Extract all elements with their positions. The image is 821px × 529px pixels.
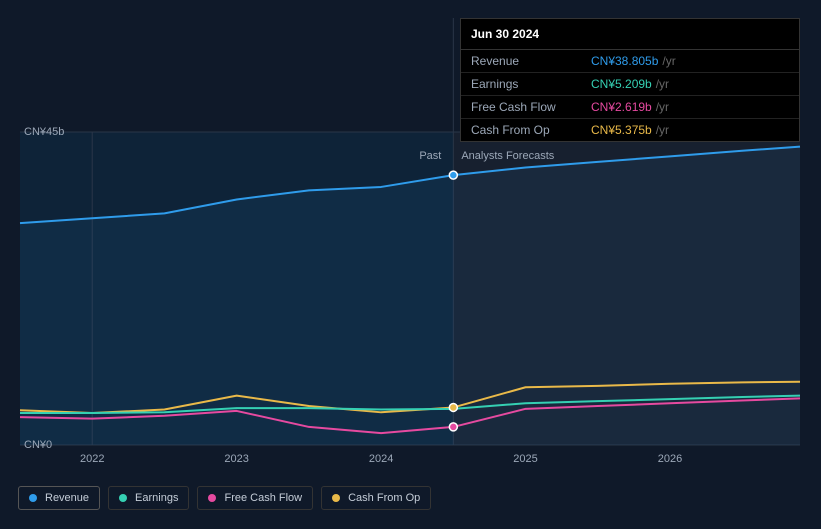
legend-item-label: Cash From Op (348, 492, 420, 504)
legend-dot-icon (208, 494, 216, 502)
legend: Revenue Earnings Free Cash Flow Cash From O… (18, 486, 431, 510)
x-tick-label: 2024 (369, 453, 393, 465)
legend-dot-icon (119, 494, 127, 502)
x-tick-label: 2025 (513, 453, 537, 465)
tooltip-row-unit: /yr (656, 123, 669, 137)
legend-dot-icon (332, 494, 340, 502)
legend-dot-icon (29, 494, 37, 502)
y-tick-label: CN¥0 (24, 439, 52, 451)
tooltip-row-label: Earnings (471, 77, 591, 91)
tooltip-row-label: Revenue (471, 54, 591, 68)
tooltip-row-value: CN¥2.619b (591, 100, 652, 114)
legend-item-label: Revenue (45, 492, 89, 504)
tooltip-row-value: CN¥38.805b (591, 54, 658, 68)
tooltip-row-value: CN¥5.375b (591, 123, 652, 137)
legend-item-label: Earnings (135, 492, 178, 504)
financials-chart: CN¥45b CN¥0 2022 2023 2024 2025 2026 Past Ana… (0, 0, 821, 524)
legend-item-earnings[interactable]: Earnings (108, 486, 189, 510)
tooltip-row-unit: /yr (656, 100, 669, 114)
tooltip-row: Cash From OpCN¥5.375b/yr (461, 119, 799, 141)
tooltip-date: Jun 30 2024 (461, 19, 799, 50)
tooltip-row-value: CN¥5.209b (591, 77, 652, 91)
legend-item-cash_from_op[interactable]: Cash From Op (321, 486, 431, 510)
past-section-label: Past (419, 150, 441, 162)
x-tick-label: 2026 (658, 453, 682, 465)
tooltip-row-label: Free Cash Flow (471, 100, 591, 114)
y-tick-label: CN¥45b (24, 126, 64, 138)
tooltip-row-unit: /yr (662, 54, 675, 68)
forecast-section-label: Analysts Forecasts (461, 150, 554, 162)
tooltip-row: Free Cash FlowCN¥2.619b/yr (461, 96, 799, 119)
tooltip-row-unit: /yr (656, 77, 669, 91)
legend-item-label: Free Cash Flow (224, 492, 302, 504)
tooltip-row: EarningsCN¥5.209b/yr (461, 73, 799, 96)
x-tick-label: 2023 (224, 453, 248, 465)
legend-item-free_cash_flow[interactable]: Free Cash Flow (197, 486, 313, 510)
x-tick-label: 2022 (80, 453, 104, 465)
data-tooltip: Jun 30 2024 RevenueCN¥38.805b/yrEarnings… (460, 18, 800, 142)
tooltip-row-label: Cash From Op (471, 123, 591, 137)
tooltip-row: RevenueCN¥38.805b/yr (461, 50, 799, 73)
legend-item-revenue[interactable]: Revenue (18, 486, 100, 510)
